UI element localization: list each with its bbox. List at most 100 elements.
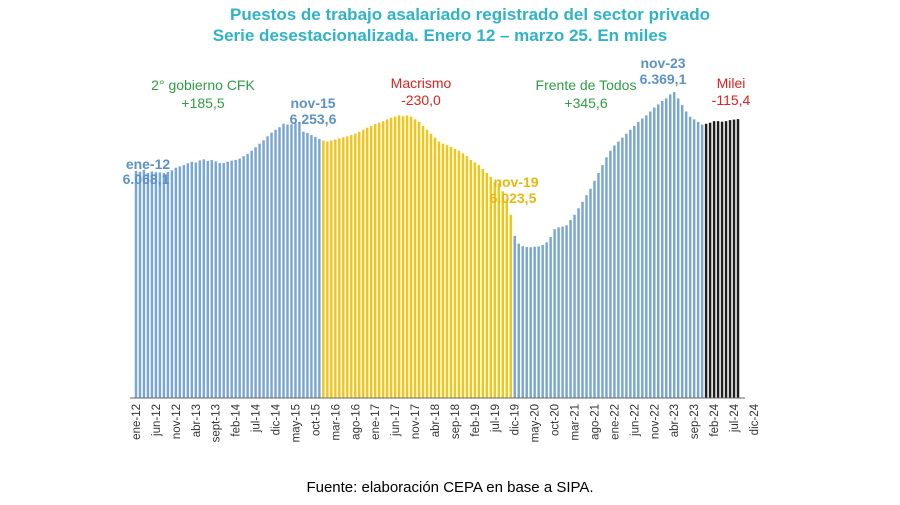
- bar: [477, 165, 481, 398]
- bar: [545, 242, 548, 398]
- bar: [350, 135, 353, 398]
- bar: [377, 122, 381, 398]
- bar: [585, 195, 588, 398]
- x-tick-label: jun-12: [151, 404, 163, 437]
- bar: [282, 123, 285, 399]
- x-tick-label: abr-23: [669, 404, 681, 437]
- bar: [202, 159, 205, 398]
- bar: [609, 150, 612, 398]
- chart-title: Puestos de trabajo asalariado registrado…: [230, 5, 710, 24]
- bar: [405, 115, 409, 399]
- bar: [485, 172, 489, 398]
- x-tick-label: ene-17: [370, 404, 382, 440]
- source-note: Fuente: elaboración CEPA en base a SIPA.: [306, 479, 594, 496]
- bar: [369, 125, 373, 399]
- bar: [318, 138, 321, 398]
- x-tick-label: jun-22: [629, 404, 641, 437]
- bar: [493, 182, 497, 398]
- bar: [186, 163, 190, 398]
- bar: [338, 138, 341, 398]
- bar: [306, 132, 309, 398]
- bar: [621, 137, 624, 398]
- x-tick-label: dic-14: [271, 403, 283, 435]
- bar: [688, 116, 692, 399]
- nov15-point-value: 6.253,6: [290, 111, 337, 127]
- x-tick-label: nov-22: [649, 404, 661, 439]
- x-tick-label: feb-19: [470, 404, 482, 437]
- nov23-point-label: nov-23: [640, 55, 685, 71]
- bar: [242, 156, 245, 398]
- bar: [461, 153, 465, 398]
- bar: [326, 141, 329, 398]
- bar: [533, 246, 536, 398]
- x-axis-ticks: ene-12 jun-12 nov-12 abr-13 sept-13 feb-14 jul…: [131, 403, 761, 442]
- bar: [401, 116, 405, 398]
- bar: [429, 133, 433, 398]
- bar: [222, 163, 225, 398]
- bar: [425, 129, 429, 399]
- bar: [214, 161, 217, 398]
- bar: [182, 165, 186, 398]
- bar: [206, 160, 209, 398]
- bar: [314, 136, 317, 399]
- bar: [645, 115, 648, 399]
- bar: [154, 172, 158, 398]
- bar: [322, 140, 325, 398]
- bar: [561, 226, 564, 398]
- bar: [330, 140, 333, 398]
- start-point-value: 6.068,1: [123, 171, 170, 187]
- bar: [617, 141, 620, 398]
- bar: [469, 159, 473, 398]
- fdt-period-change: +345,6: [564, 95, 607, 111]
- x-tick-label: jul-14: [251, 403, 263, 433]
- macri-period-name: Macrismo: [391, 75, 452, 91]
- bar: [613, 145, 616, 398]
- bar: [661, 101, 664, 398]
- bar: [441, 143, 445, 398]
- x-tick-label: may-20: [530, 404, 542, 442]
- bar: [457, 150, 461, 398]
- x-tick-label: sep-23: [689, 404, 701, 439]
- bar: [354, 133, 357, 398]
- bar: [724, 121, 728, 398]
- bar: [489, 176, 493, 398]
- bar: [593, 180, 596, 398]
- x-tick-label: nov-17: [410, 404, 422, 439]
- bar: [174, 167, 178, 398]
- bar: [258, 143, 261, 398]
- bar: [601, 165, 604, 398]
- bar: [708, 122, 712, 398]
- bar: [653, 107, 656, 399]
- bar: [417, 121, 421, 398]
- bar: [521, 246, 524, 398]
- bar: [262, 140, 265, 398]
- bar: [732, 119, 736, 398]
- bar: [413, 119, 417, 398]
- bar: [302, 131, 305, 398]
- bar: [278, 127, 281, 399]
- x-tick-label: ene-22: [609, 404, 621, 440]
- bar: [170, 170, 174, 398]
- bar: [649, 111, 652, 398]
- bar: [692, 119, 696, 398]
- bar: [190, 161, 194, 398]
- x-tick-label: oct-20: [550, 404, 562, 436]
- bar: [465, 155, 469, 398]
- x-tick-label: feb-24: [709, 403, 721, 436]
- bar: [517, 243, 520, 398]
- bar: [266, 136, 269, 398]
- bar: [505, 199, 508, 398]
- bar: [657, 104, 660, 398]
- bar: [397, 115, 401, 399]
- bar: [274, 129, 277, 399]
- macri-period-change: -230,0: [401, 92, 441, 108]
- x-tick-label: ago-21: [589, 404, 601, 440]
- bar: [142, 169, 146, 398]
- bar: [589, 188, 592, 398]
- bar: [497, 183, 501, 398]
- bar: [509, 214, 512, 398]
- x-tick-label: ago-16: [350, 404, 362, 440]
- nov15-point-label: nov-15: [290, 95, 335, 111]
- x-tick-label: dic-19: [510, 404, 522, 435]
- bar: [573, 214, 576, 398]
